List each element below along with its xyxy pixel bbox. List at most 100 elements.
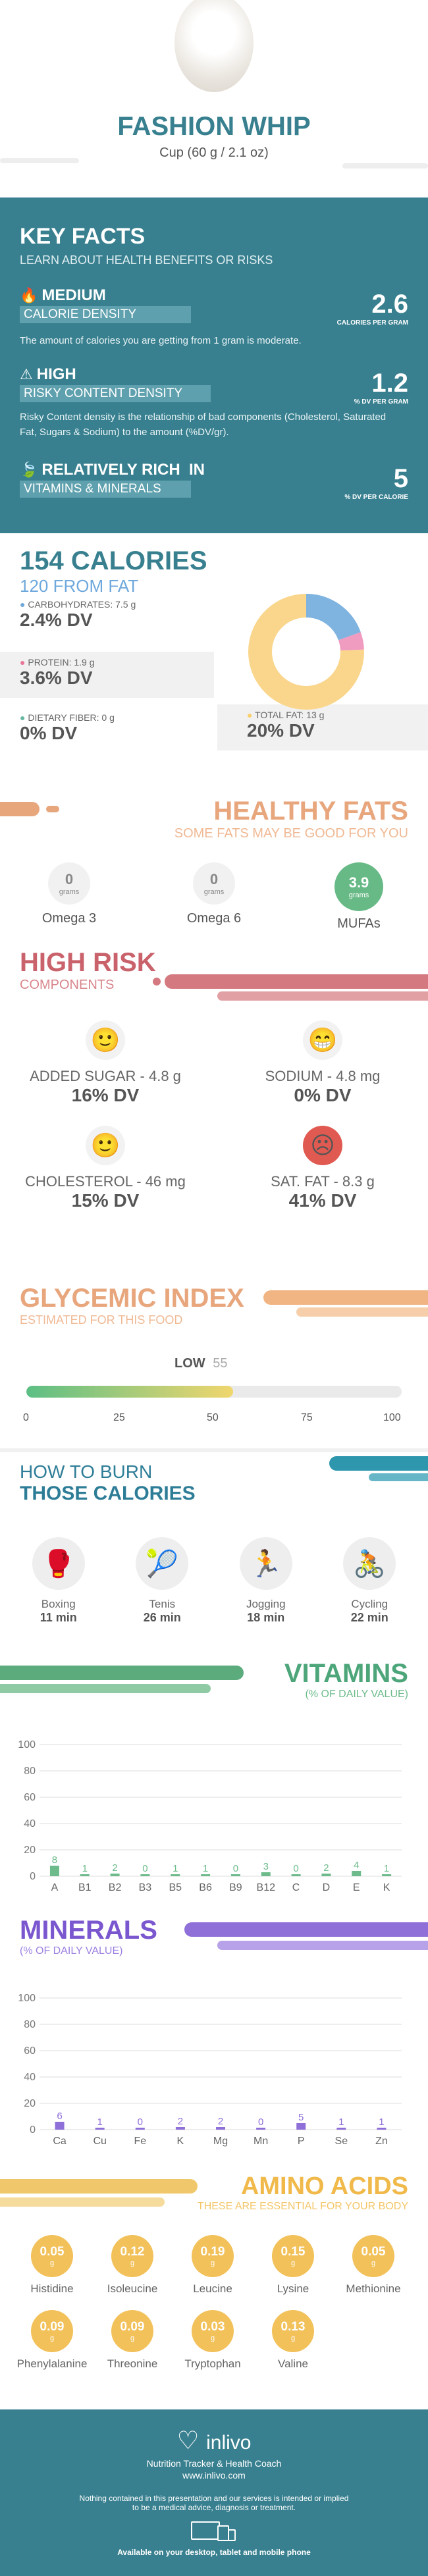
decor-bar: [165, 974, 428, 989]
activity-label: Cycling: [351, 1598, 388, 1610]
amino-badge: 0.05 g: [352, 2235, 394, 2277]
y-tick-label: 0: [30, 2124, 36, 2136]
amino-value: 0.05: [40, 2245, 65, 2259]
fact-vitamins-minerals: 🍃 RELATIVELY RICH IN VITAMINS & MINERALS…: [20, 461, 408, 501]
boxing-icon: 🥊: [32, 1537, 85, 1590]
leaf-icon: 🍃: [20, 461, 38, 478]
footer-url[interactable]: www.inlivo.com: [182, 2470, 246, 2481]
minerals-bar-chart: 0 20 40 60 80 100 6 Ca 1 Cu 0 Fe 2 K 2 Mg 0 Mn 5 P 1 Se 1 Zn: [18, 1993, 402, 2147]
amino-title: AMINO ACIDS: [240, 2172, 408, 2200]
food-image: [174, 0, 254, 92]
decor-bar: [263, 1290, 428, 1305]
tick-label: 25: [113, 1412, 125, 1423]
header-section: FASHION WHIP Cup (60 g / 2.1 oz): [0, 0, 428, 178]
nutrient-label: PROTEIN: 1.9 g: [28, 657, 95, 668]
bar-C: [291, 1874, 301, 1876]
fact-level: HIGH: [36, 365, 76, 383]
amino-item-threonine: 0.09 g Threonine: [92, 2310, 173, 2371]
activity-jogging: 🏃 Jogging 18 min: [220, 1537, 312, 1625]
glycemic-bar-track: [26, 1386, 402, 1398]
amino-value: 0.12: [120, 2245, 145, 2259]
decor-bar: [0, 1448, 428, 1452]
fat-label: Omega 6: [186, 911, 242, 926]
amino-badge: 0.05 g: [31, 2235, 73, 2277]
nutrient-label: DIETARY FIBER: 0 g: [28, 712, 115, 723]
x-tick-label: Mg: [213, 2136, 228, 2147]
decor-bar: [296, 1307, 428, 1317]
decor-bar: [0, 1666, 244, 1680]
risk-label: ADDED SUGAR - 4.8 g: [30, 1068, 181, 1084]
serving-size: Cup (60 g / 2.1 oz): [159, 145, 269, 160]
amino-value: 0.19: [200, 2245, 225, 2259]
activity-label: Boxing: [41, 1598, 76, 1610]
amino-badge: 0.03 g: [192, 2310, 234, 2352]
glycemic-title: GLYCEMIC INDEX: [20, 1284, 244, 1313]
bar-B2: [110, 1874, 120, 1876]
nutrient-dv: 0% DV: [20, 723, 78, 743]
y-tick-label: 80: [24, 2019, 36, 2030]
amino-grid: 0.05 g Histidine 0.12 g Isoleucine 0.19 g Leucin…: [0, 2235, 428, 2385]
fact-description: Risky Content density is the relationshi…: [20, 411, 387, 438]
amino-subtitle: THESE ARE ESSENTIAL FOR YOUR BODY: [197, 2201, 408, 2212]
bar-Mg: [216, 2127, 225, 2130]
fat-unit: grams: [348, 891, 369, 899]
nutrient-label: CARBOHYDRATES: 7.5 g: [28, 599, 136, 610]
amino-item-tryptophan: 0.03 g Tryptophan: [173, 2310, 253, 2371]
glycemic-ticks: 0 25 50 75 100: [23, 1412, 402, 1425]
burn-title-2: THOSE CALORIES: [20, 1483, 196, 1504]
fact-unit: % DV PER CALORIE: [344, 494, 408, 501]
fat-value: 3.9: [348, 874, 369, 891]
risk-cholesterol: 🙂 CHOLESTEROL - 46 mg 15% DV: [7, 1126, 204, 1211]
high-risk-title: HIGH RISK: [20, 948, 156, 977]
risk-label: SODIUM - 4.8 mg: [265, 1068, 381, 1084]
amino-value: 0.09: [120, 2320, 145, 2334]
amino-label: Isoleucine: [107, 2282, 158, 2295]
calorie-item-carbs: ● CARBOHYDRATES: 7.5 g 2.4% DV: [20, 599, 136, 630]
bar-value-label: 0: [293, 1863, 298, 1874]
x-tick-label: Zn: [375, 2136, 388, 2147]
bar-value-label: 8: [52, 1854, 57, 1866]
amino-unit: g: [290, 2334, 296, 2342]
y-tick-label: 40: [24, 1818, 36, 1829]
risk-dv: 41% DV: [288, 1190, 357, 1211]
nutrient-dv: 20% DV: [247, 720, 315, 741]
tick-label: 100: [383, 1412, 401, 1423]
bar-B5: [171, 1874, 180, 1876]
fact-calorie-density: 🔥 MEDIUM CALORIE DENSITY 2.6 CALORIES PE…: [20, 286, 408, 346]
risk-sat-fat: ☹ SAT. FAT - 8.3 g 41% DV: [224, 1126, 421, 1211]
bar-D: [321, 1874, 331, 1876]
amino-badge: 0.19 g: [192, 2235, 234, 2277]
decor-dot: [153, 978, 161, 986]
happy-face-icon: 🙂: [86, 1126, 125, 1165]
key-facts-section: KEY FACTS LEARN ABOUT HEALTH BENEFITS OR…: [0, 197, 428, 533]
x-tick-label: K: [383, 1882, 390, 1893]
y-tick-label: 100: [18, 1993, 36, 2004]
x-tick-label: B9: [229, 1882, 242, 1893]
amino-label: Valine: [278, 2357, 308, 2370]
fat-value: 0: [65, 871, 74, 887]
glycemic-level: LOW: [174, 1356, 205, 1371]
bar-P: [296, 2123, 306, 2130]
high-risk-subtitle: COMPONENTS: [20, 978, 115, 992]
bar-value-label: 0: [138, 2116, 143, 2128]
fat-omega6: 0 grams Omega 6: [174, 862, 254, 926]
bar-Ca: [55, 2122, 65, 2130]
x-tick-label: B6: [199, 1882, 212, 1893]
bar-B1: [80, 1874, 90, 1876]
nutrient-dv: 3.6% DV: [20, 668, 93, 688]
amino-item-lysine: 0.15 g Lysine: [253, 2235, 333, 2296]
amino-unit: g: [49, 2259, 55, 2267]
amino-unit: g: [210, 2334, 215, 2342]
amino-value: 0.13: [281, 2320, 306, 2334]
high-risk-section: HIGH RISK COMPONENTS 🙂 ADDED SUGAR - 4.8…: [0, 948, 428, 1238]
risk-dv: 16% DV: [71, 1085, 140, 1105]
sad-face-icon: ☹: [303, 1126, 342, 1165]
bar-Mn: [256, 2128, 266, 2130]
fact-label: RISKY CONTENT DENSITY: [20, 385, 211, 402]
activity-label: Tenis: [149, 1598, 176, 1610]
decor-bar: [0, 1684, 211, 1693]
x-tick-label: P: [298, 2136, 305, 2147]
decor-bar: [217, 1941, 428, 1950]
bar-value-label: 1: [173, 1863, 178, 1874]
x-tick-label: B1: [78, 1882, 92, 1893]
